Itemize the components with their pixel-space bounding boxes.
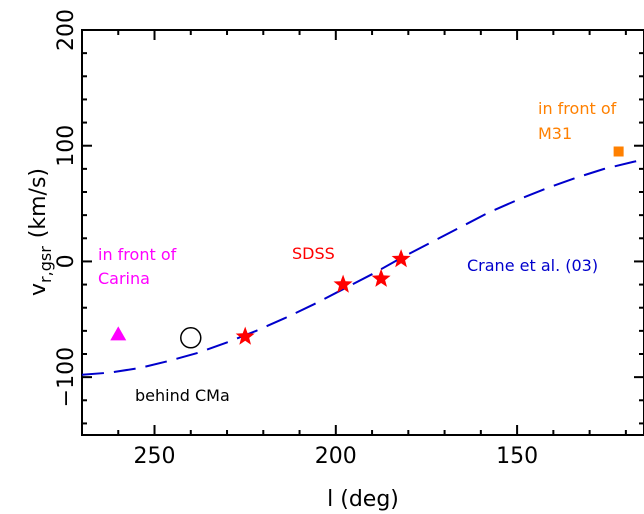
x-tick-label: 250	[134, 444, 176, 469]
cma-circle-marker	[180, 327, 202, 349]
x-tick-label: 200	[315, 444, 357, 469]
carina-triangle-marker	[110, 326, 127, 341]
annotation-carina-line1: in front of	[98, 245, 177, 264]
y-axis-title: vr,gsr (km/s)	[26, 168, 55, 296]
y-tick-label: 100	[54, 125, 79, 167]
sdss-star-marker	[391, 249, 411, 268]
tick-marks	[81, 29, 644, 435]
annotations: in front of Carina behind CMa SDSS Crane…	[98, 99, 617, 405]
annotation-sdss: SDSS	[292, 244, 335, 263]
sdss-star-marker	[371, 268, 391, 287]
y-tick-label: 0	[54, 254, 79, 268]
svg-text:vr,gsr(km/s): vr,gsr (km/s)	[26, 168, 55, 296]
y-axis-title-unit: (km/s)	[26, 168, 51, 238]
y-axis-title-main: v	[26, 283, 51, 296]
annotation-crane: Crane et al. (03)	[467, 256, 598, 275]
x-tick-label: 150	[496, 444, 538, 469]
model-curve-crane	[81, 158, 644, 376]
y-tick-label: 200	[54, 9, 79, 51]
sdss-star-marker	[333, 274, 353, 293]
annotation-m31-line1: in front of	[538, 99, 617, 118]
m31-square-marker	[613, 146, 624, 157]
annotation-carina-line2: Carina	[98, 269, 150, 288]
x-axis-title: l (deg)	[327, 487, 399, 512]
y-axis-title-sub: r,gsr	[36, 246, 55, 283]
annotation-m31-line2: M31	[538, 124, 572, 143]
plot-frame	[81, 29, 644, 436]
marker-layer	[110, 146, 624, 349]
sdss-star-marker	[235, 326, 255, 345]
y-tick-label: −100	[54, 347, 79, 407]
model-curve-layer	[81, 158, 644, 376]
annotation-behind-cma: behind CMa	[135, 386, 230, 405]
tick-labels: 250 200 150 −100 0 100 200	[54, 9, 538, 469]
